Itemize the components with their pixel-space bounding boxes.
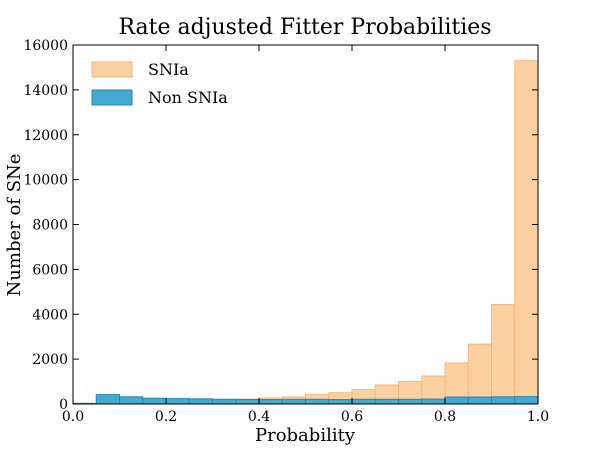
y-tick-label-5: 10000: [23, 173, 68, 189]
legend-label-non-snia: Non SNIa: [148, 88, 228, 107]
x-tick-label-4: 0.8: [434, 409, 456, 425]
bar-non-snia-5: [188, 398, 213, 405]
bar-snia-18: [491, 304, 516, 405]
legend-swatch-non-snia: [91, 89, 133, 106]
y-tick-label-7: 14000: [23, 83, 68, 99]
y-tick-label-4: 8000: [32, 218, 68, 234]
bar-non-snia-18: [491, 396, 516, 405]
x-tick-label-1: 0.2: [155, 409, 177, 425]
y-tick-label-1: 2000: [32, 352, 68, 368]
x-tick-label-2: 0.4: [248, 409, 270, 425]
bar-non-snia-19: [514, 396, 539, 405]
bar-snia-19: [514, 60, 539, 405]
bar-non-snia-6: [212, 398, 237, 405]
bar-snia-17: [467, 343, 492, 405]
y-tick-label-6: 12000: [23, 128, 68, 144]
bar-non-snia-16: [444, 396, 469, 405]
bar-non-snia-15: [421, 398, 446, 405]
x-axis-label: Probability: [255, 425, 356, 446]
bar-group: [72, 60, 539, 405]
x-tick-label-3: 0.6: [341, 409, 363, 425]
bar-non-snia-3: [142, 397, 167, 405]
bar-non-snia-9: [281, 398, 306, 405]
bar-non-snia-4: [165, 398, 190, 405]
chart-title: Rate adjusted Fitter Probabilities: [118, 15, 491, 40]
y-tick-label-3: 6000: [32, 262, 68, 278]
bar-non-snia-17: [467, 396, 492, 405]
tick-group: 0.0 0.2 0.4 0.6 0.8 1.0 0 2000 4000 6000 8000 10000…: [23, 38, 549, 425]
y-tick-label-8: 16000: [23, 38, 68, 54]
bar-non-snia-1: [95, 394, 120, 405]
bar-non-snia-2: [119, 396, 144, 405]
y-tick-label-2: 4000: [32, 307, 68, 323]
bar-non-snia-10: [305, 398, 330, 405]
bar-non-snia-8: [258, 399, 283, 405]
y-axis-label: Number of SNe: [4, 154, 25, 297]
legend: SNIa Non SNIa: [91, 60, 228, 107]
bar-non-snia-14: [398, 398, 423, 405]
legend-label-snia: SNIa: [148, 60, 189, 79]
x-tick-label-5: 1.0: [527, 409, 549, 425]
legend-swatch-snia: [91, 61, 133, 78]
bar-non-snia-11: [328, 399, 353, 405]
bar-non-snia-12: [351, 398, 376, 405]
bar-non-snia-7: [235, 399, 260, 405]
x-tick-label-0: 0.0: [62, 409, 84, 425]
y-tick-label-0: 0: [59, 397, 68, 413]
bar-non-snia-13: [374, 398, 399, 405]
